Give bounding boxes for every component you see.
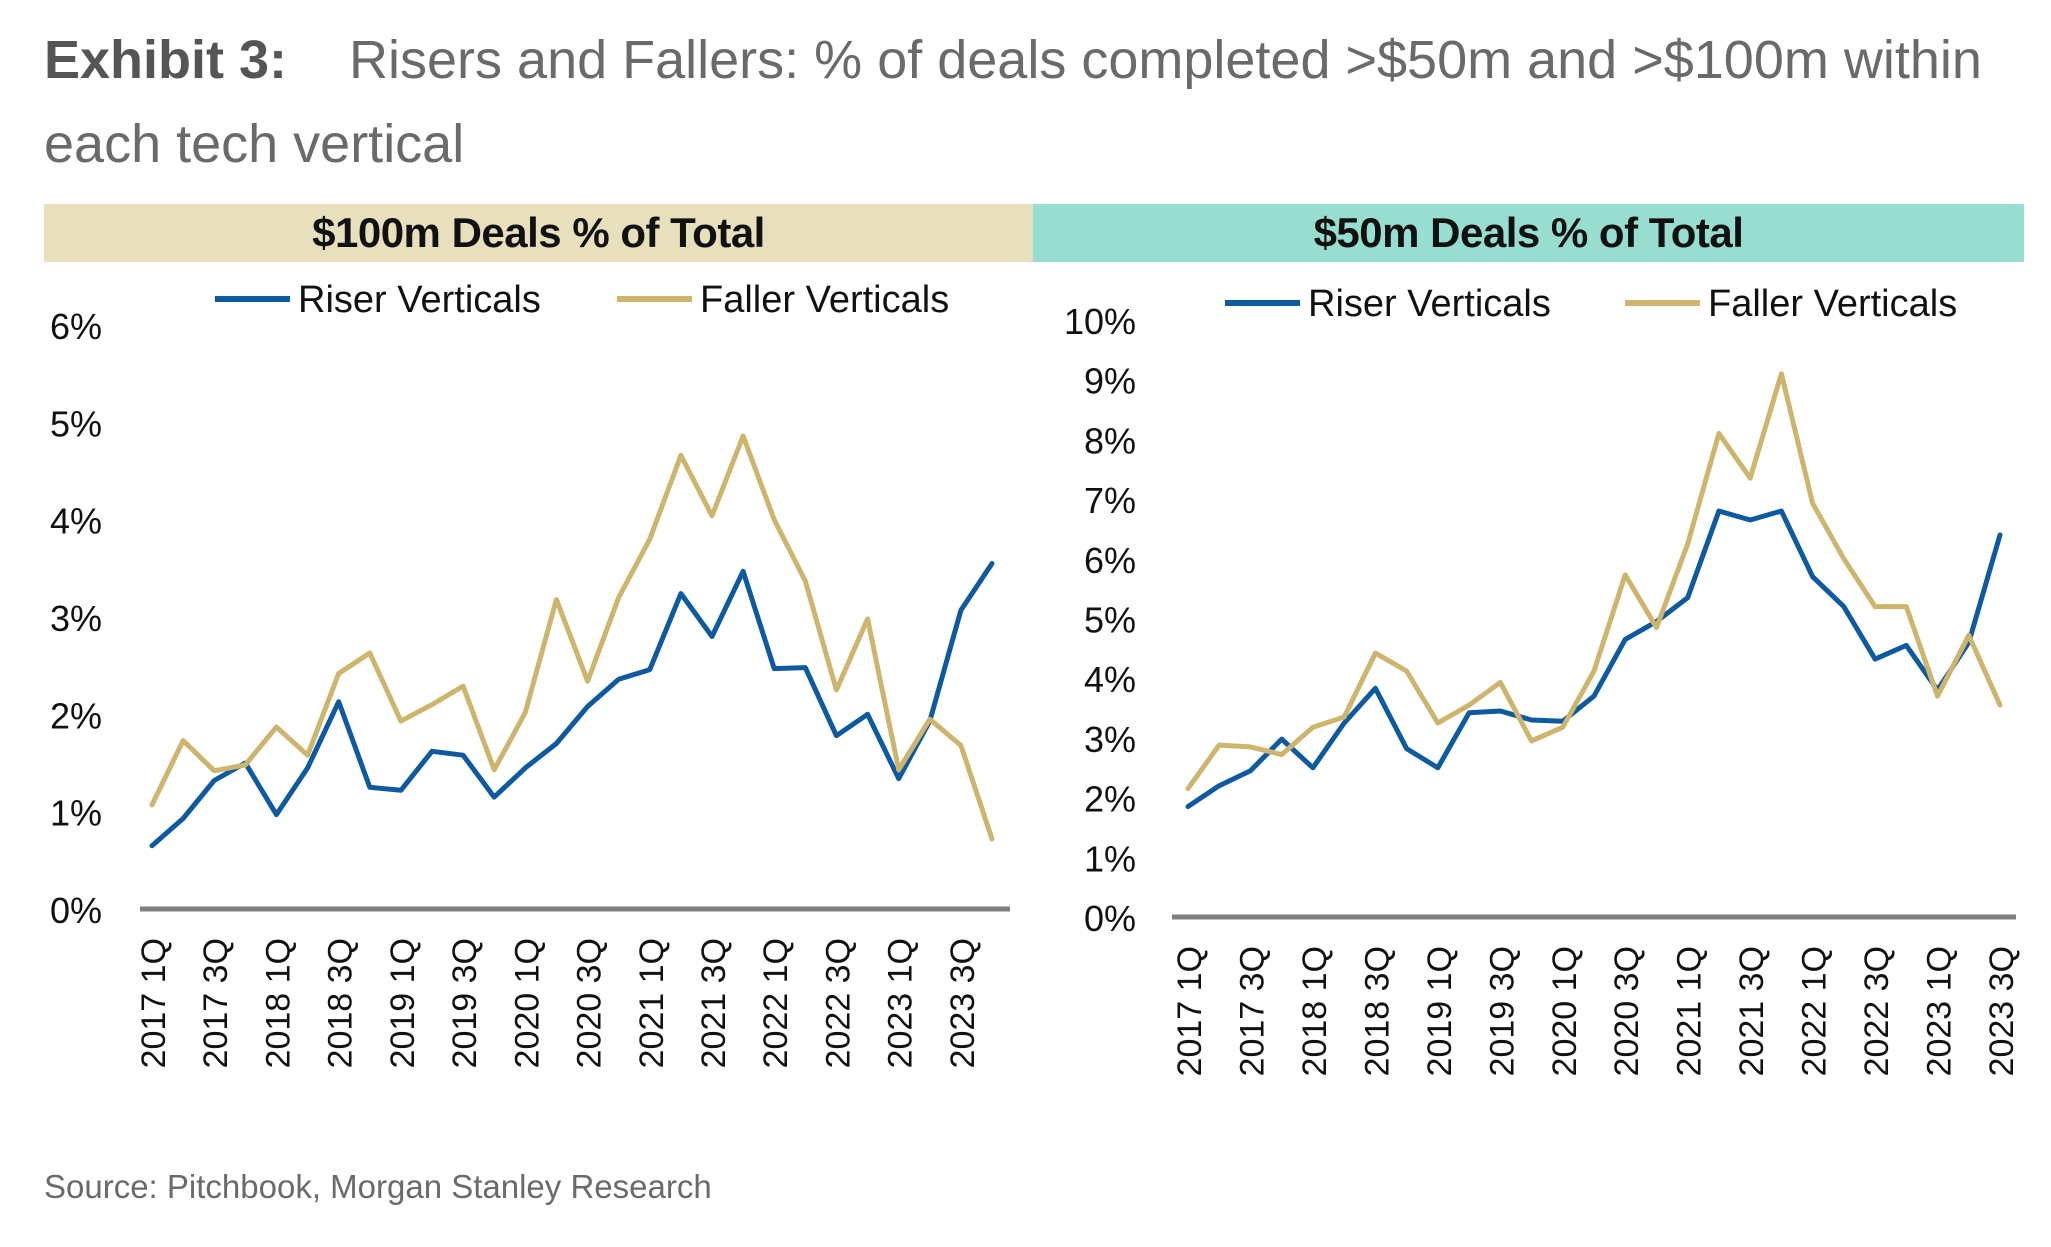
c50-x-tick-label: 2020 3Q: [1608, 946, 1646, 1076]
c50-x-tick-label: 2018 1Q: [1296, 946, 1334, 1076]
c100-x-tick-label: 2021 1Q: [633, 938, 671, 1068]
c100-y-tick-label: 4%: [50, 501, 102, 542]
c100-riser-line: [149, 561, 995, 849]
c100-faller-line: [149, 433, 995, 842]
panel-header-50m: $50m Deals % of Total: [1033, 204, 2024, 262]
c50-y-tick-label: 10%: [1064, 301, 1136, 342]
c50-x-tick-label: 2023 1Q: [1921, 946, 1959, 1076]
c50-faller-line: [1185, 371, 2003, 792]
c100-y-tick-label: 6%: [50, 306, 102, 347]
c50-y-tick-label: 1%: [1084, 838, 1136, 879]
c100-legend-faller-label: Faller Verticals: [700, 279, 949, 321]
exhibit-label: Exhibit 3:: [44, 30, 288, 90]
c50-y-tick-label: 9%: [1084, 361, 1136, 402]
c100-x-tick-label: 2017 3Q: [197, 938, 235, 1068]
c100-x-tick-label: 2022 1Q: [757, 938, 795, 1068]
c50-y-tick-label: 6%: [1084, 540, 1136, 581]
c100-x-tick-label: 2021 3Q: [695, 938, 733, 1068]
c100-y-tick-label: 0%: [50, 890, 102, 931]
c100-y-tick-label: 1%: [50, 793, 102, 834]
exhibit-title-text: Risers and Fallers: % of deals completed…: [44, 30, 1982, 174]
c100-x-tick-label: 2022 3Q: [819, 938, 857, 1068]
c50-x-tick-label: 2022 3Q: [1858, 946, 1896, 1076]
c100-y-tick-label: 3%: [50, 598, 102, 639]
c50-x-tick-label: 2017 3Q: [1233, 946, 1271, 1076]
c50-x-tick-label: 2018 3Q: [1358, 946, 1396, 1076]
c100-x-tick-label: 2023 3Q: [944, 938, 982, 1068]
c100-y-tick-label: 5%: [50, 403, 102, 444]
c50-x-tick-label: 2022 1Q: [1796, 946, 1834, 1076]
c50-riser-line: [1185, 508, 2003, 810]
c100-x-tick-label: 2019 1Q: [384, 938, 422, 1068]
c50-y-tick-label: 0%: [1084, 898, 1136, 939]
c50-x-tick-label: 2020 1Q: [1546, 946, 1584, 1076]
source-note: Source: Pitchbook, Morgan Stanley Resear…: [44, 1168, 712, 1205]
c100-x-tick-label: 2020 3Q: [571, 938, 609, 1068]
c100-y-tick-label: 2%: [50, 695, 102, 736]
c50-x-tick-label: 2019 3Q: [1483, 946, 1521, 1076]
panel-header-100m: $100m Deals % of Total: [44, 204, 1033, 262]
c100-x-tick-label: 2017 1Q: [135, 938, 173, 1068]
exhibit-title: Exhibit 3: Risers and Fallers: % of deals…: [44, 18, 2004, 186]
c50-legend-riser-label: Riser Verticals: [1308, 283, 1551, 325]
c50-x-tick-label: 2021 3Q: [1733, 946, 1771, 1076]
c50-y-tick-label: 7%: [1084, 480, 1136, 521]
c50-y-tick-label: 5%: [1084, 600, 1136, 641]
c100-x-tick-label: 2018 1Q: [259, 938, 297, 1068]
c50-y-tick-label: 4%: [1084, 659, 1136, 700]
c100-legend-riser-label: Riser Verticals: [298, 279, 541, 321]
c50-y-tick-label: 2%: [1084, 779, 1136, 820]
c100-x-tick-label: 2019 3Q: [446, 938, 484, 1068]
c100-x-tick-label: 2018 3Q: [322, 938, 360, 1068]
c50-y-tick-label: 3%: [1084, 719, 1136, 760]
c50-x-tick-label: 2023 3Q: [1983, 946, 2021, 1076]
c50-x-tick-label: 2021 1Q: [1671, 946, 1709, 1076]
c100-x-tick-label: 2023 1Q: [882, 938, 920, 1068]
c50-x-tick-label: 2017 1Q: [1171, 946, 1209, 1076]
c50-y-tick-label: 8%: [1084, 420, 1136, 461]
c100-x-tick-label: 2020 1Q: [508, 938, 546, 1068]
c50-x-tick-label: 2019 1Q: [1421, 946, 1459, 1076]
c50-legend-faller-label: Faller Verticals: [1708, 283, 1957, 325]
